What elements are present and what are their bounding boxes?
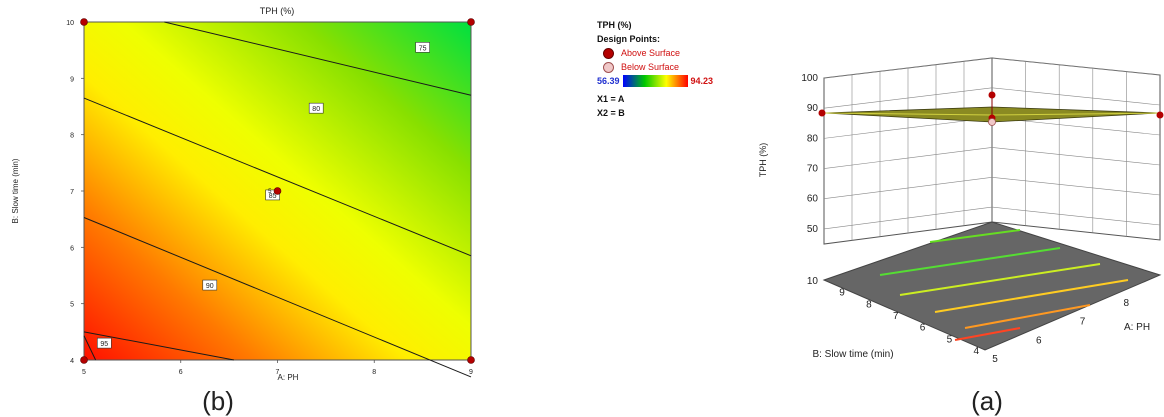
above-surface-icon: [603, 47, 614, 59]
legend-design-points: Design Points:: [597, 34, 661, 44]
legend: TPH (%) Design Points: Above Surface Bel…: [597, 18, 713, 120]
contour-label-box: [308, 102, 324, 114]
x-tick-label: 6: [179, 369, 183, 376]
y-tick-label: 8: [70, 133, 74, 140]
contour-y-ticks: 4 5 6 7 8 9 10: [66, 20, 84, 365]
y-tick-label: 7: [70, 189, 74, 196]
design-point-3d: [1156, 111, 1164, 119]
z-axis-ticks: 50 60 70 80 90 100: [801, 73, 818, 235]
color-scale-bar: [622, 75, 688, 87]
wall-grid: [823, 57, 1161, 241]
panel-label-a: (a): [971, 386, 1003, 416]
legend-min-value: 56.39: [597, 76, 620, 86]
y-tick-label: 4: [70, 358, 74, 365]
surface-z-label: TPH (%): [758, 143, 768, 178]
contour-line: [164, 21, 472, 96]
design-point: [467, 18, 475, 26]
y-tick-label: 9: [70, 76, 74, 83]
x-tick-label: 8: [372, 369, 376, 376]
z-tick-label: 50: [807, 224, 819, 235]
design-point-3d-below: [988, 118, 996, 126]
b-tick-label: 9: [839, 288, 845, 299]
y-tick-label: 5: [70, 302, 74, 309]
z-tick-label: 80: [807, 133, 819, 144]
b-tick-label: 4: [973, 346, 979, 357]
design-point: [273, 187, 282, 195]
contour-label-box: [265, 189, 280, 201]
contour-label-box: [97, 337, 112, 349]
contour-line: [83, 97, 472, 257]
back-wall-right: [991, 57, 1161, 241]
contour-label: 95: [100, 341, 108, 348]
z-tick-label: 90: [807, 103, 819, 114]
surface-b-label: B: Slow time (min): [812, 349, 893, 360]
contour-line: [83, 217, 472, 378]
contour-label: 90: [206, 283, 214, 290]
floor-contour: [822, 221, 1162, 351]
legend-max-value: 94.23: [690, 76, 714, 86]
y-tick-label: 10: [66, 20, 74, 27]
below-surface-icon: [603, 61, 614, 73]
contour-line: [83, 331, 235, 361]
z-tick-label: 60: [807, 194, 819, 205]
b-tick-label: 8: [866, 299, 872, 310]
a-tick-label: 5: [992, 354, 998, 365]
contour-plot: TPH (%) 75 80 85 90 95 5 6 7 8 9 4 5 6 7 8 9 10 5 A: P…: [11, 6, 475, 416]
surface-a-label: A: PH: [1124, 322, 1150, 333]
design-point-count: 5: [268, 189, 272, 195]
z-tick-label: 100: [801, 73, 818, 84]
design-point: [80, 356, 88, 364]
design-point: [80, 18, 88, 26]
a-tick-label: 8: [1123, 298, 1129, 309]
x-tick-label: 9: [469, 369, 473, 376]
b-tick-label: 6: [920, 323, 926, 334]
legend-above-surface: Above Surface: [621, 48, 681, 58]
contour-title: TPH (%): [260, 6, 295, 16]
contour-line: [83, 335, 97, 361]
a-tick-label: 6: [1036, 335, 1042, 346]
panel-label-b: (b): [202, 386, 234, 416]
design-point-3d: [988, 91, 996, 99]
contour-label: 85: [269, 193, 277, 200]
legend-title: TPH (%): [597, 20, 632, 30]
floor-contour-lines: [879, 229, 1129, 341]
y-tick-label: 6: [70, 245, 74, 252]
contour-label-box: [415, 42, 430, 53]
design-point: [467, 356, 475, 364]
z-tick-label: 70: [807, 164, 819, 175]
contour-label-box: [202, 279, 218, 291]
b-tick-label: 7: [893, 311, 899, 322]
design-points: 5: [80, 18, 475, 364]
design-point-3d: [818, 109, 826, 117]
legend-x2: X2 = B: [597, 108, 625, 118]
b-tick-label: 10: [807, 276, 819, 287]
contour-label: 80: [312, 106, 320, 113]
legend-below-surface: Below Surface: [621, 62, 680, 72]
contour-x-label: A: PH: [278, 373, 299, 382]
b-tick-label: 5: [947, 334, 953, 345]
surface-3d-plot: 50 60 70 80 90 100 TPH (%) 4 5 6 7 8 9 10 5 6 7 8 9 B: …: [758, 57, 1164, 416]
x-tick-label: 7: [276, 369, 280, 376]
x-tick-label: 5: [82, 369, 86, 376]
b-axis-ticks: 4 5 6 7 8 9 10: [807, 276, 980, 357]
legend-x1: X1 = A: [597, 94, 625, 104]
contour-y-label: B: Slow time (min): [11, 158, 20, 223]
a-tick-label: 7: [1080, 317, 1086, 328]
contour-label: 75: [419, 45, 427, 52]
